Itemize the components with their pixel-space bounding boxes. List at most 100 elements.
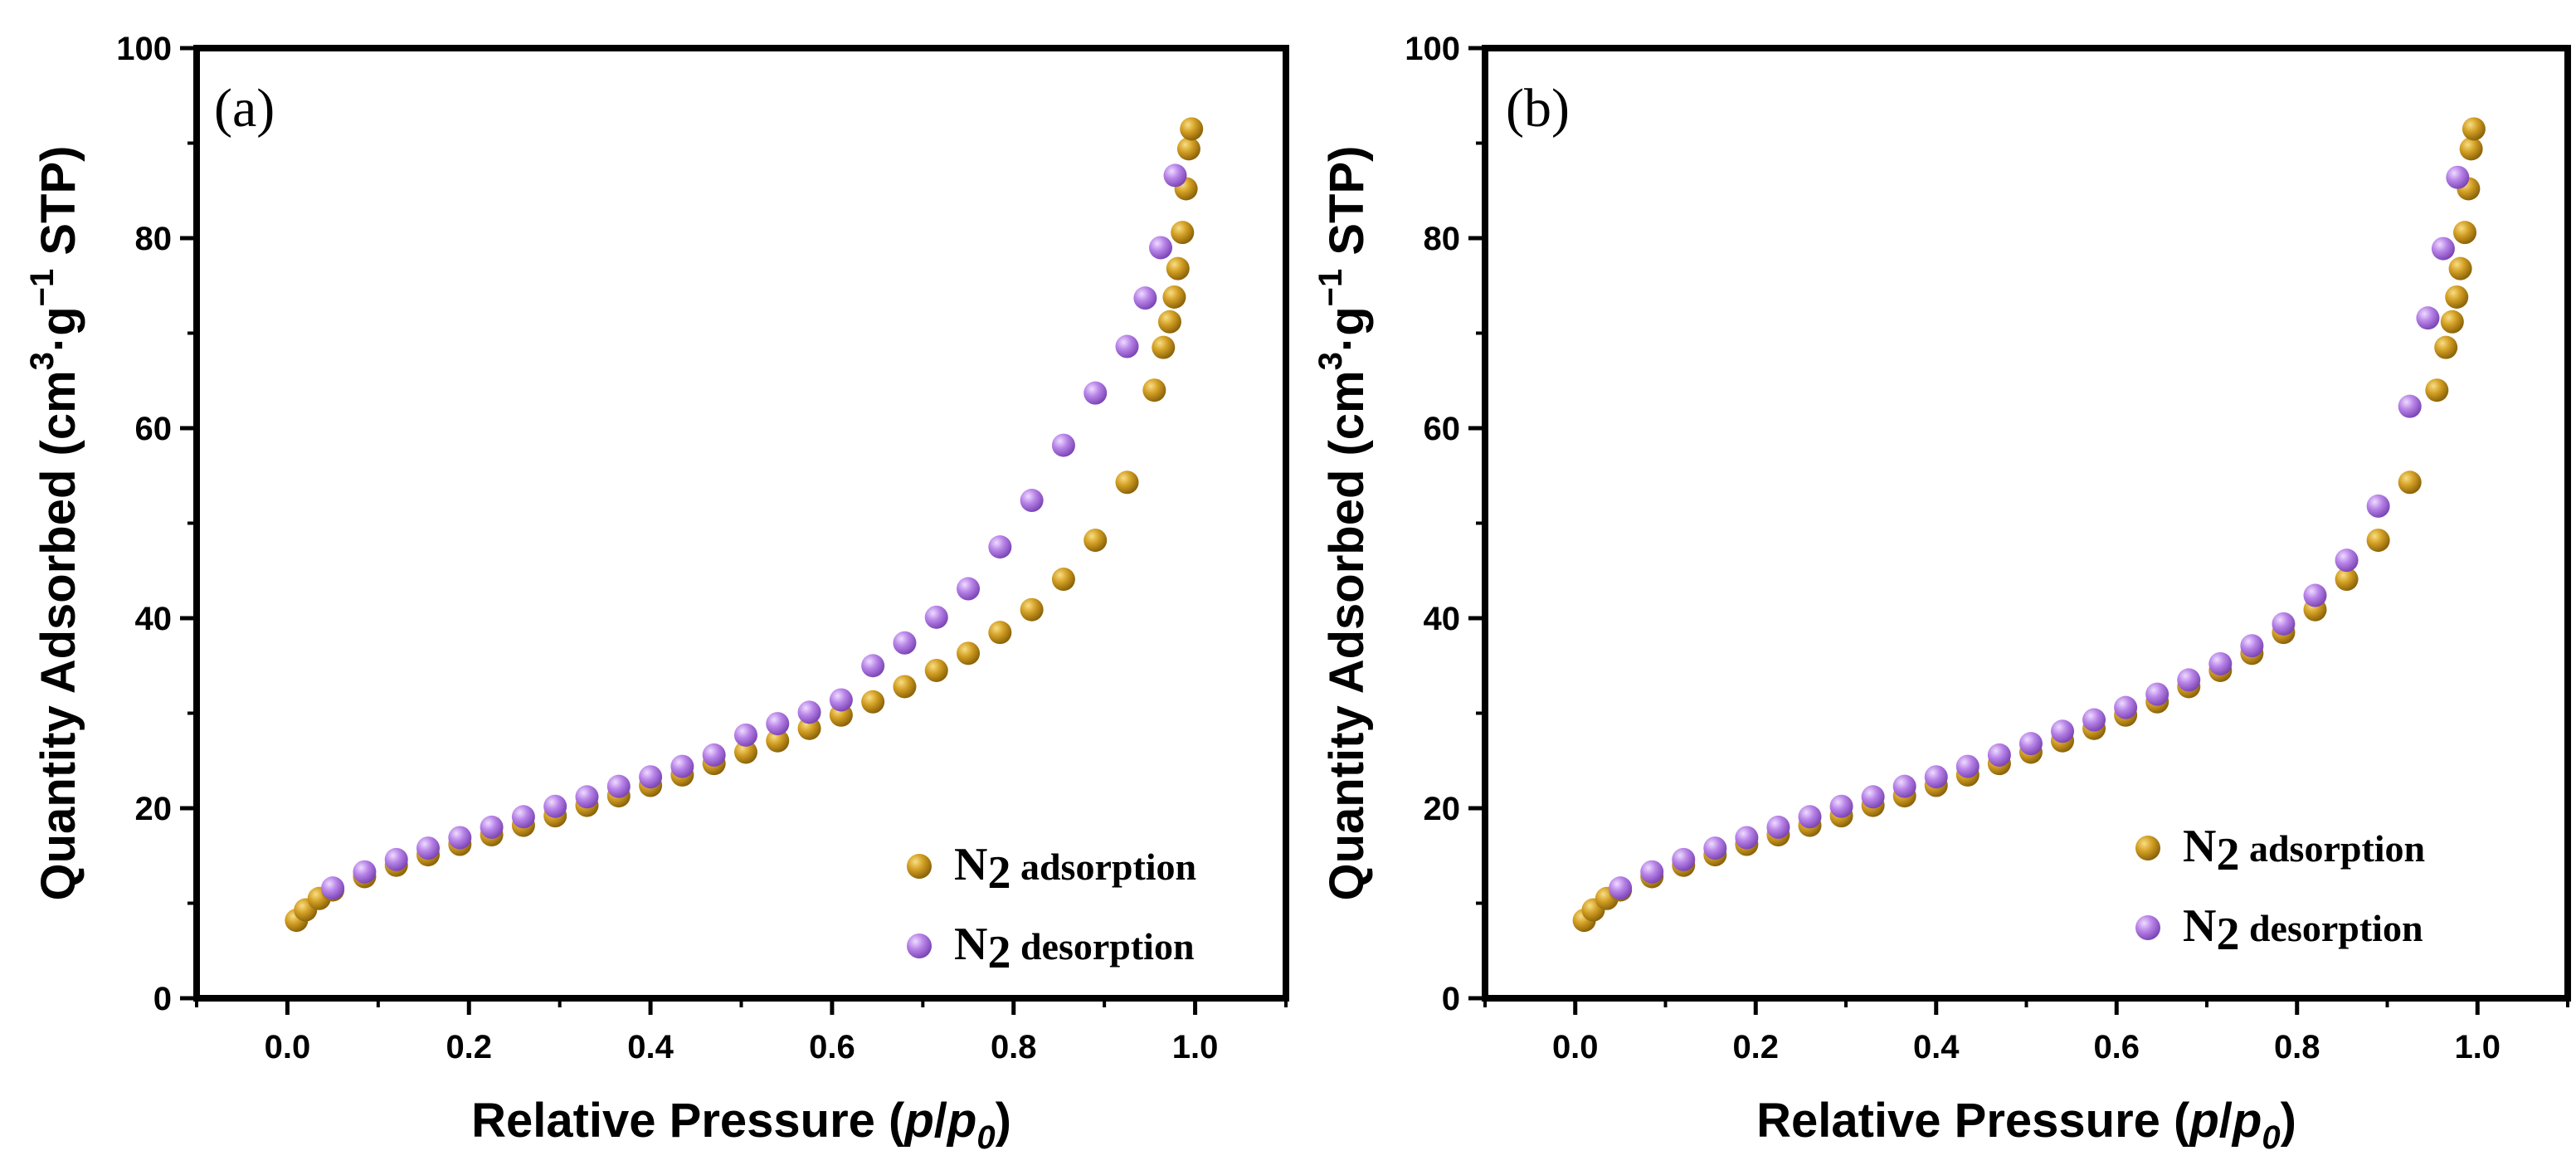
panel-a-desorption-point: [670, 754, 694, 778]
panel-a-desorption-point: [543, 794, 567, 818]
panel-b-desorption-point: [2431, 236, 2455, 261]
panel-b-y-tick-label: 20: [1424, 791, 1461, 827]
panel-b-adsorption-point: [2335, 568, 2359, 592]
panel-a-adsorption-point: [924, 658, 948, 682]
panel-a-adsorption-point: [733, 740, 757, 764]
panel-b-desorption-point: [1955, 754, 1979, 778]
panel-a-desorption-point: [353, 860, 377, 884]
panel-a-desorption-point: [1051, 433, 1075, 457]
panel-b-desorption-point: [1640, 860, 1664, 884]
panel-b-adsorption-point: [2366, 529, 2390, 553]
panel-a-desorption-point: [384, 847, 408, 871]
panel-a-label: (a): [214, 78, 275, 139]
panel-b-x-axis-label: Relative Pressure (p/p0): [1756, 1094, 2296, 1156]
panel-b-x-tick-label: 0.6: [2093, 1029, 2140, 1065]
panel-b-desorption-point: [2114, 695, 2138, 719]
panel-a-adsorption-point: [1171, 221, 1195, 245]
panel-b-x-tick-label: 0.0: [1552, 1029, 1599, 1065]
panel-b-desorption-point: [2416, 306, 2440, 330]
panel-a-marks: [285, 117, 1204, 933]
panel-a-desorption-point: [957, 577, 981, 601]
panel-a-desorption-point: [1115, 334, 1139, 358]
panel-a-desorption-point: [639, 765, 663, 789]
panel-b-adsorption-point: [2462, 117, 2486, 141]
panel-a-x-tick-label: 0.2: [446, 1029, 492, 1065]
panel-b-adsorption-point: [2448, 256, 2472, 280]
panel-b-y-tick-label: 40: [1424, 601, 1461, 637]
panel-a-desorption-point: [575, 785, 599, 809]
panel-b-adsorption-point: [2440, 310, 2464, 334]
panel-b-ticks: 0.0 0.2 0.4 0.6 0.8 1.0 0 20 40 60 80 100: [1405, 31, 2569, 1065]
panel-a-legend-marker-adsorption: [907, 854, 932, 879]
panel-b-desorption-point: [2082, 708, 2106, 732]
panel-b-y-axis-label: Quantity Adsorbed (cm3·g−1 STP): [1312, 146, 1375, 901]
panel-a-legend-label-adsorption: N2 adsorption: [954, 839, 1196, 899]
panel-a-legend: N2 adsorption N2 desorption: [907, 839, 1196, 978]
panel-a-y-tick-label: 20: [135, 791, 173, 827]
panel-a: 0.0 0.2 0.4 0.6 0.8 1.0 0 20 40 60 80 100 (a) Relat…: [24, 31, 1289, 1156]
panel-b-desorption-point: [2145, 682, 2169, 706]
panel-a-adsorption-point: [1051, 568, 1075, 592]
panel-a-adsorption-point: [1152, 335, 1176, 359]
panel-a-adsorption-point: [893, 675, 917, 699]
panel-a-desorption-point: [480, 815, 504, 839]
panel-a-desorption-point: [893, 631, 917, 655]
panel-b-desorption-point: [1703, 836, 1727, 860]
panel-b-desorption-point: [2366, 494, 2390, 518]
panel-b-legend-marker-desorption: [2135, 915, 2160, 940]
panel-b-desorption-point: [2335, 548, 2359, 573]
panel-a-desorption-point: [321, 876, 345, 900]
panel-b-adsorption-point: [2453, 221, 2477, 245]
panel-b-adsorption-point: [2445, 285, 2469, 309]
panel-a-desorption-point: [861, 654, 885, 678]
panel-b-desorption-point: [1766, 815, 1790, 839]
panel-b-legend-marker-adsorption: [2135, 836, 2160, 860]
panel-a-desorption-point: [1149, 236, 1173, 260]
panel-b-desorption-point: [2272, 612, 2296, 636]
panel-a-x-tick-label: 1.0: [1172, 1029, 1219, 1065]
panel-a-x-tick-label: 0.0: [265, 1029, 311, 1065]
panel-a-y-tick-label: 80: [135, 221, 173, 257]
panel-b-x-tick-label: 0.2: [1732, 1029, 1779, 1065]
panel-a-x-tick-label: 0.8: [991, 1029, 1037, 1065]
panel-b-adsorption-point: [2459, 137, 2483, 161]
panel-a-adsorption-point: [1115, 470, 1139, 495]
panel-a-y-axis-label: Quantity Adsorbed (cm3·g−1 STP): [24, 146, 86, 901]
panel-a-y-tick-label: 40: [135, 601, 173, 637]
panel-b-y-tick-label: 0: [1442, 981, 1460, 1017]
panel-b-desorption-point: [1672, 847, 1696, 871]
panel-a-legend-label-desorption: N2 desorption: [954, 919, 1195, 978]
panel-b-desorption-point: [2018, 732, 2043, 756]
panel-a-adsorption-point: [1020, 597, 1044, 622]
panel-a-desorption-point: [1133, 286, 1157, 310]
panel-b-y-tick-label: 60: [1424, 411, 1461, 447]
panel-b-desorption-point: [1987, 743, 2011, 767]
panel-b-desorption-point: [1609, 876, 1633, 900]
panel-a-adsorption-point: [957, 641, 981, 665]
panel-a-desorption-point: [606, 774, 631, 798]
panel-b-desorption-point: [1861, 785, 1885, 809]
panel-b-desorption-point: [2446, 165, 2470, 189]
panel-b: 0.0 0.2 0.4 0.6 0.8 1.0 0 20 40 60 80 100 (b) Relat…: [1312, 31, 2571, 1156]
panel-b-marks: [1572, 117, 2486, 933]
panel-b-x-tick-label: 0.8: [2274, 1029, 2320, 1065]
panel-b-desorption-point: [2240, 634, 2264, 658]
panel-a-adsorption-point: [1083, 529, 1108, 553]
panel-b-x-tick-label: 1.0: [2454, 1029, 2501, 1065]
panel-a-adsorption-point: [1176, 137, 1200, 161]
panel-a-desorption-point: [448, 826, 472, 850]
panel-a-desorption-point: [797, 700, 821, 724]
panel-b-desorption-point: [1892, 774, 1916, 798]
panel-a-y-tick-label: 60: [135, 411, 173, 447]
panel-a-legend-marker-desorption: [907, 934, 932, 958]
panel-a-y-tick-label: 0: [153, 981, 172, 1017]
panel-a-adsorption-point: [1162, 285, 1186, 309]
panel-b-label: (b): [1506, 78, 1570, 139]
panel-b-desorption-point: [2208, 651, 2233, 675]
panel-a-desorption-point: [511, 805, 535, 829]
panel-b-desorption-point: [1924, 765, 1948, 789]
panel-b-x-tick-label: 0.4: [1913, 1029, 1960, 1065]
panel-a-adsorption-point: [1157, 310, 1181, 334]
panel-a-desorption-point: [766, 712, 790, 736]
panel-a-adsorption-point: [988, 621, 1012, 645]
